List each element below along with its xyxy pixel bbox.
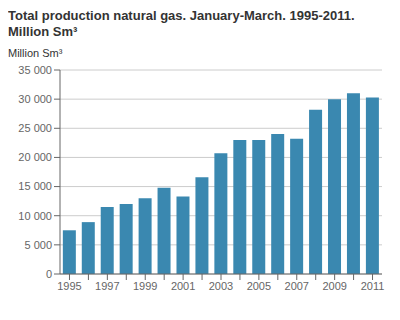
svg-text:1999: 1999	[133, 280, 157, 292]
svg-text:10 000: 10 000	[18, 210, 52, 222]
svg-text:2003: 2003	[209, 280, 233, 292]
svg-text:20 000: 20 000	[18, 151, 52, 163]
svg-text:25 000: 25 000	[18, 122, 52, 134]
svg-text:2009: 2009	[322, 280, 346, 292]
html-text:Total production natural gas.: Total production natural gas. January-Ma…	[8, 8, 355, 39]
svg-text:5 000: 5 000	[24, 239, 52, 251]
html-text:Million Sm³: Million Sm³	[8, 47, 63, 59]
svg-text:35 000: 35 000	[18, 64, 52, 76]
svg-text:2007: 2007	[285, 280, 309, 292]
svg-text:2011: 2011	[361, 280, 385, 292]
svg-text:2005: 2005	[247, 280, 271, 292]
svg-text:1997: 1997	[95, 280, 119, 292]
svg-text:30 000: 30 000	[18, 93, 52, 105]
svg-text:0: 0	[46, 268, 52, 280]
svg-text:1995: 1995	[57, 280, 81, 292]
svg-text:2001: 2001	[171, 280, 195, 292]
svg-text:15 000: 15 000	[18, 180, 52, 192]
